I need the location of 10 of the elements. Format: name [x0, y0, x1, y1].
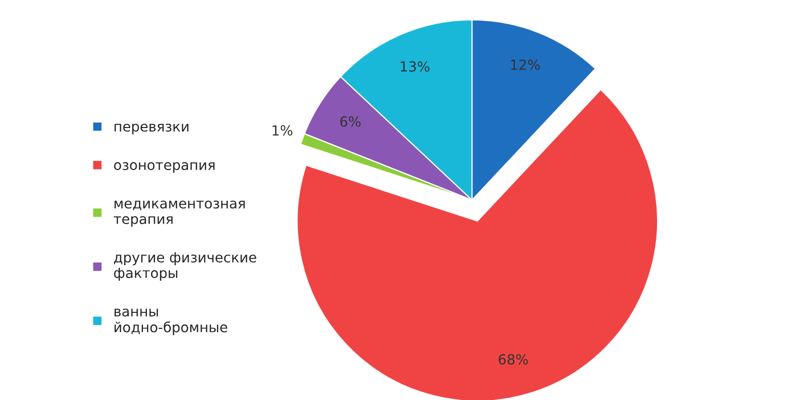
data-label: 1%	[272, 125, 292, 136]
legend-label: ванны йодно-бромные	[114, 308, 228, 336]
legend-label: озонотерапия	[114, 162, 215, 173]
data-label: 6%	[340, 116, 361, 127]
legend-label: медикаментозная терапия	[114, 200, 245, 227]
legend-label: перевязки	[114, 124, 188, 134]
data-label: 68%	[498, 354, 528, 365]
legend-label: другие физические факторы	[114, 252, 256, 281]
data-label: 13%	[400, 61, 430, 72]
data-label: 12%	[511, 60, 540, 70]
